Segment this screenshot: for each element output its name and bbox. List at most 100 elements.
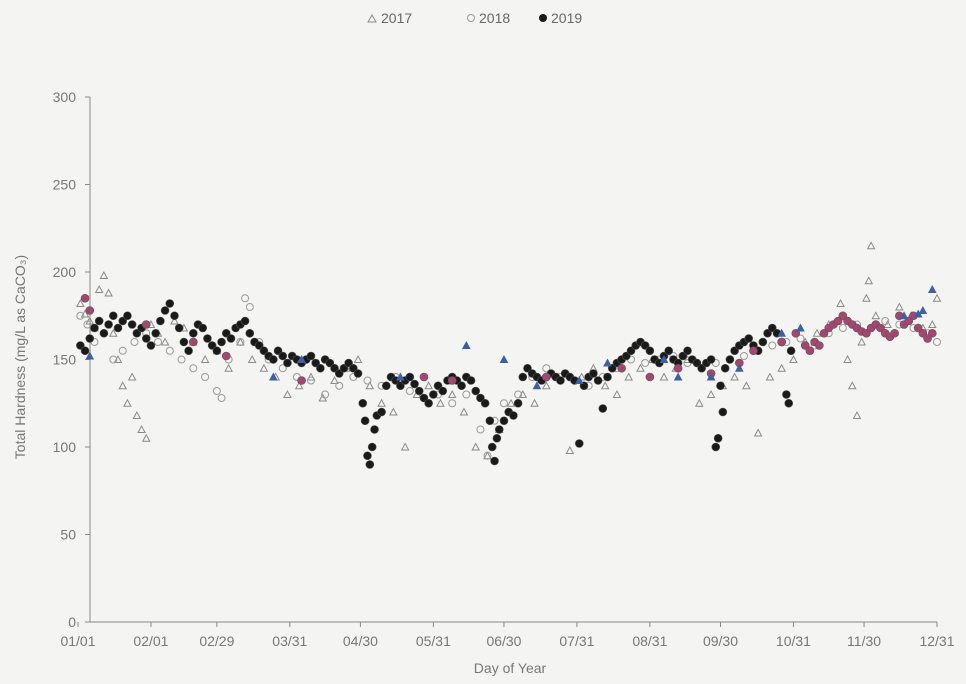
data-point xyxy=(76,298,85,307)
data-point xyxy=(753,428,763,437)
data-point xyxy=(104,288,113,297)
legend-marker-2018 xyxy=(467,14,475,22)
data-point xyxy=(241,294,250,303)
data-point xyxy=(447,389,457,398)
data-point xyxy=(109,311,118,321)
legend-marker-2017 xyxy=(367,13,377,23)
data-point xyxy=(165,299,175,308)
data-point xyxy=(871,311,881,320)
data-point xyxy=(127,320,137,329)
data-point xyxy=(899,311,909,320)
data-point xyxy=(927,284,937,293)
data-point xyxy=(933,338,941,346)
data-point xyxy=(306,372,316,381)
data-point xyxy=(212,346,222,356)
data-point xyxy=(160,337,170,346)
data-point xyxy=(836,298,845,307)
data-point xyxy=(226,334,236,343)
data-point xyxy=(796,323,805,332)
data-point xyxy=(151,328,160,338)
data-point xyxy=(160,306,170,315)
data-point xyxy=(673,363,683,373)
data-point xyxy=(598,404,608,413)
data-point xyxy=(487,442,497,452)
data-point xyxy=(200,354,210,363)
data-point xyxy=(83,320,92,329)
data-point xyxy=(146,341,156,350)
data-point xyxy=(494,425,504,434)
data-point xyxy=(414,386,424,396)
data-point xyxy=(113,323,123,333)
data-point xyxy=(363,451,372,461)
x-tick-label: 03/31 xyxy=(272,633,307,649)
data-point xyxy=(499,354,509,363)
data-point xyxy=(170,311,179,321)
data-point xyxy=(99,270,109,279)
data-point xyxy=(462,390,471,399)
data-point xyxy=(457,381,466,391)
data-point xyxy=(659,354,669,363)
data-point xyxy=(734,363,744,372)
y-axis-title: Total Hardness (mg/L as CaCO₃) xyxy=(12,255,28,459)
data-point xyxy=(805,346,815,356)
data-point xyxy=(789,354,798,363)
y-tick-label: 100 xyxy=(53,439,77,455)
data-point xyxy=(483,451,492,460)
data-point xyxy=(316,363,325,373)
data-point xyxy=(890,328,899,338)
data-point xyxy=(123,398,132,407)
data-point xyxy=(725,355,735,364)
data-point xyxy=(85,306,95,315)
data-point xyxy=(518,389,528,398)
data-point xyxy=(405,387,414,395)
series-2019 xyxy=(76,299,796,469)
data-point xyxy=(765,372,775,381)
data-point xyxy=(476,425,485,434)
data-point xyxy=(278,364,287,373)
data-point xyxy=(706,355,716,364)
data-point xyxy=(730,372,739,381)
x-tick-label: 09/30 xyxy=(703,633,738,649)
data-point xyxy=(777,363,787,372)
data-point xyxy=(636,363,645,372)
data-point xyxy=(154,338,163,346)
data-point xyxy=(815,341,824,350)
data-point xyxy=(499,399,508,408)
x-tick-label: 02/29 xyxy=(199,633,234,649)
data-point xyxy=(137,424,146,433)
data-point xyxy=(694,398,704,407)
data-point xyxy=(532,381,542,390)
data-point xyxy=(118,346,127,355)
x-tick-label: 01/01 xyxy=(60,633,95,649)
data-point xyxy=(438,386,448,396)
data-point xyxy=(673,372,683,381)
data-point xyxy=(713,433,723,443)
series-extra-4 xyxy=(85,284,937,390)
data-point xyxy=(777,337,786,347)
data-point xyxy=(838,324,847,332)
data-point xyxy=(268,372,278,381)
data-point xyxy=(786,346,796,356)
data-point xyxy=(847,381,857,390)
x-ticks: 01/01 02/01 02/29 03/31 04/30 05/31 06/30 07/31… xyxy=(60,622,955,649)
data-point xyxy=(645,372,655,382)
data-point xyxy=(603,372,612,382)
data-point xyxy=(461,340,471,349)
data-point xyxy=(370,425,379,434)
data-point xyxy=(198,323,208,333)
y-tick-label: 200 xyxy=(53,264,77,280)
data-point xyxy=(492,433,502,443)
data-point xyxy=(212,387,221,395)
data-point xyxy=(624,372,634,381)
data-point xyxy=(706,389,716,398)
data-point xyxy=(740,352,749,360)
data-point xyxy=(711,442,721,452)
data-point xyxy=(377,398,386,407)
data-point xyxy=(612,389,622,398)
data-point xyxy=(365,381,375,390)
data-point xyxy=(132,410,142,419)
data-point xyxy=(664,346,674,356)
data-point xyxy=(782,390,791,399)
data-point xyxy=(777,328,787,337)
data-point xyxy=(424,381,433,390)
